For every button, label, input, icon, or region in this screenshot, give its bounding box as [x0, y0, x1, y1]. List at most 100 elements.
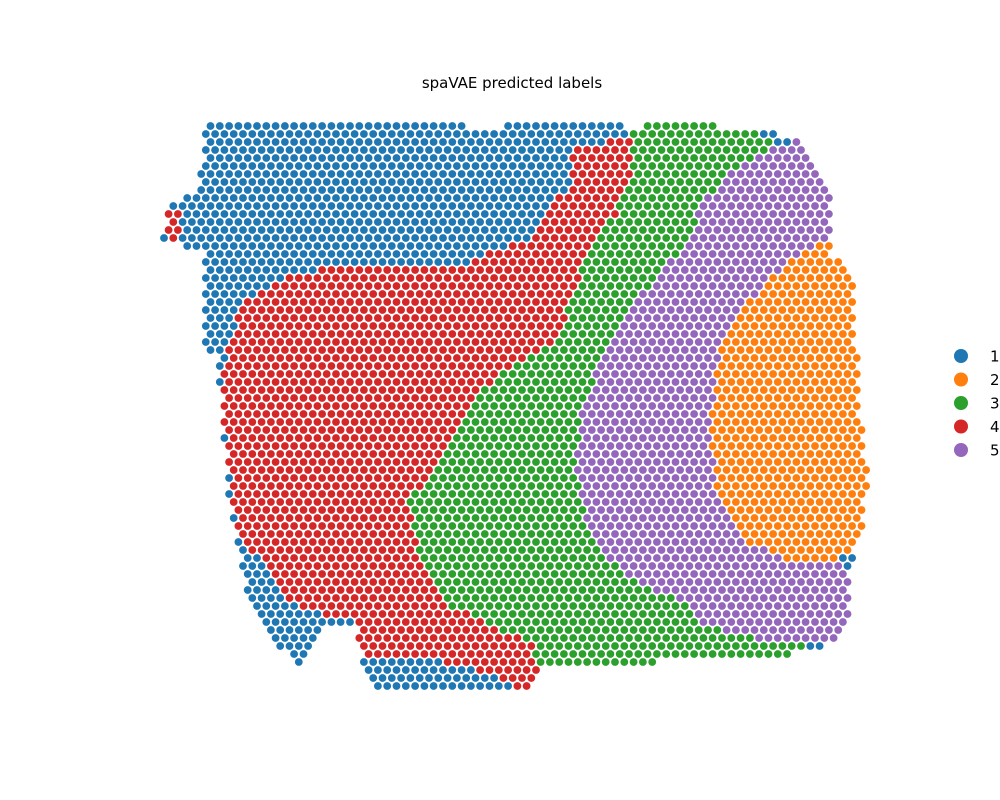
spot-point: [546, 578, 554, 586]
spot-point: [499, 610, 508, 618]
spot-point: [225, 394, 234, 402]
spot-point: [592, 482, 601, 490]
spot-point: [759, 498, 768, 506]
spot-point: [615, 298, 624, 306]
spot-point: [485, 410, 494, 418]
spot-point: [476, 250, 484, 258]
spot-point: [448, 666, 457, 674]
spot-point: [304, 354, 312, 362]
spot-point: [518, 226, 526, 234]
spot-point: [718, 490, 726, 498]
spot-point: [411, 234, 419, 242]
spot-point: [778, 242, 787, 250]
spot-point: [257, 322, 266, 330]
spot-point: [504, 458, 512, 466]
spot-point: [443, 530, 452, 538]
spot-point: [420, 634, 429, 642]
spot-point: [532, 266, 540, 274]
spot-point: [741, 354, 750, 362]
spot-point: [564, 146, 573, 154]
spot-point: [234, 410, 243, 418]
spot-point: [522, 490, 531, 498]
spot-point: [564, 386, 573, 394]
spot-point: [281, 570, 289, 578]
spot-point: [694, 306, 703, 314]
spot-point: [750, 450, 759, 458]
spot-point: [281, 122, 289, 130]
spot-point: [713, 322, 722, 330]
spot-point: [383, 506, 392, 514]
spot-point: [834, 514, 843, 522]
spot-point: [276, 370, 285, 378]
spot-point: [522, 554, 531, 562]
spot-point: [773, 394, 782, 402]
spot-point: [211, 322, 220, 330]
spot-point: [718, 314, 726, 322]
spot-point: [694, 178, 703, 186]
spot-point: [350, 594, 359, 602]
spot-point: [355, 410, 364, 418]
spot-point: [615, 266, 624, 274]
spot-point: [434, 514, 443, 522]
spot-point: [601, 178, 610, 186]
spot-point: [643, 282, 652, 290]
spot-point: [690, 522, 698, 530]
spot-point: [364, 554, 373, 562]
spot-point: [569, 586, 578, 594]
spot-point: [490, 386, 498, 394]
spot-point: [829, 490, 838, 498]
spot-point: [634, 634, 643, 642]
spot-point: [811, 490, 819, 498]
spot-point: [425, 386, 433, 394]
spot-point: [318, 570, 326, 578]
spot-point: [629, 402, 638, 410]
spot-point: [569, 490, 578, 498]
spot-point: [350, 162, 359, 170]
spot-point: [820, 330, 829, 338]
spot-point: [592, 178, 601, 186]
spot-point: [792, 250, 801, 258]
spot-point: [318, 618, 326, 626]
spot-point: [690, 506, 698, 514]
spot-point: [387, 338, 396, 346]
spot-point: [713, 498, 722, 506]
spot-point: [569, 442, 578, 450]
spot-point: [704, 194, 712, 202]
spot-point: [387, 578, 396, 586]
spot-point: [369, 146, 378, 154]
spot-point: [820, 346, 829, 354]
spot-point: [690, 282, 698, 290]
spot-point: [578, 650, 587, 658]
spot-point: [513, 202, 522, 210]
spot-point: [825, 242, 833, 250]
spot-point: [290, 634, 298, 642]
spot-point: [225, 346, 234, 354]
spot-point: [485, 138, 494, 146]
spot-point: [425, 322, 433, 330]
spot-point: [453, 178, 461, 186]
spot-point: [364, 250, 373, 258]
spot-point: [569, 506, 578, 514]
spot-point: [825, 514, 833, 522]
spot-point: [271, 346, 280, 354]
spot-point: [387, 466, 396, 474]
spot-point: [532, 330, 540, 338]
spot-point: [639, 450, 647, 458]
spot-point: [797, 642, 805, 650]
spot-point: [597, 474, 605, 482]
spot-point: [536, 658, 545, 666]
spot-point: [639, 338, 647, 346]
spot-point: [708, 266, 717, 274]
spot-point: [508, 146, 517, 154]
spot-point: [299, 186, 308, 194]
spot-point: [820, 234, 829, 242]
spot-point: [271, 458, 280, 466]
spot-point: [378, 402, 387, 410]
spot-point: [550, 266, 559, 274]
spot-point: [397, 146, 405, 154]
spot-point: [522, 362, 531, 370]
spot-point: [518, 370, 526, 378]
spot-point: [680, 474, 689, 482]
spot-point: [662, 170, 671, 178]
spot-point: [448, 586, 457, 594]
